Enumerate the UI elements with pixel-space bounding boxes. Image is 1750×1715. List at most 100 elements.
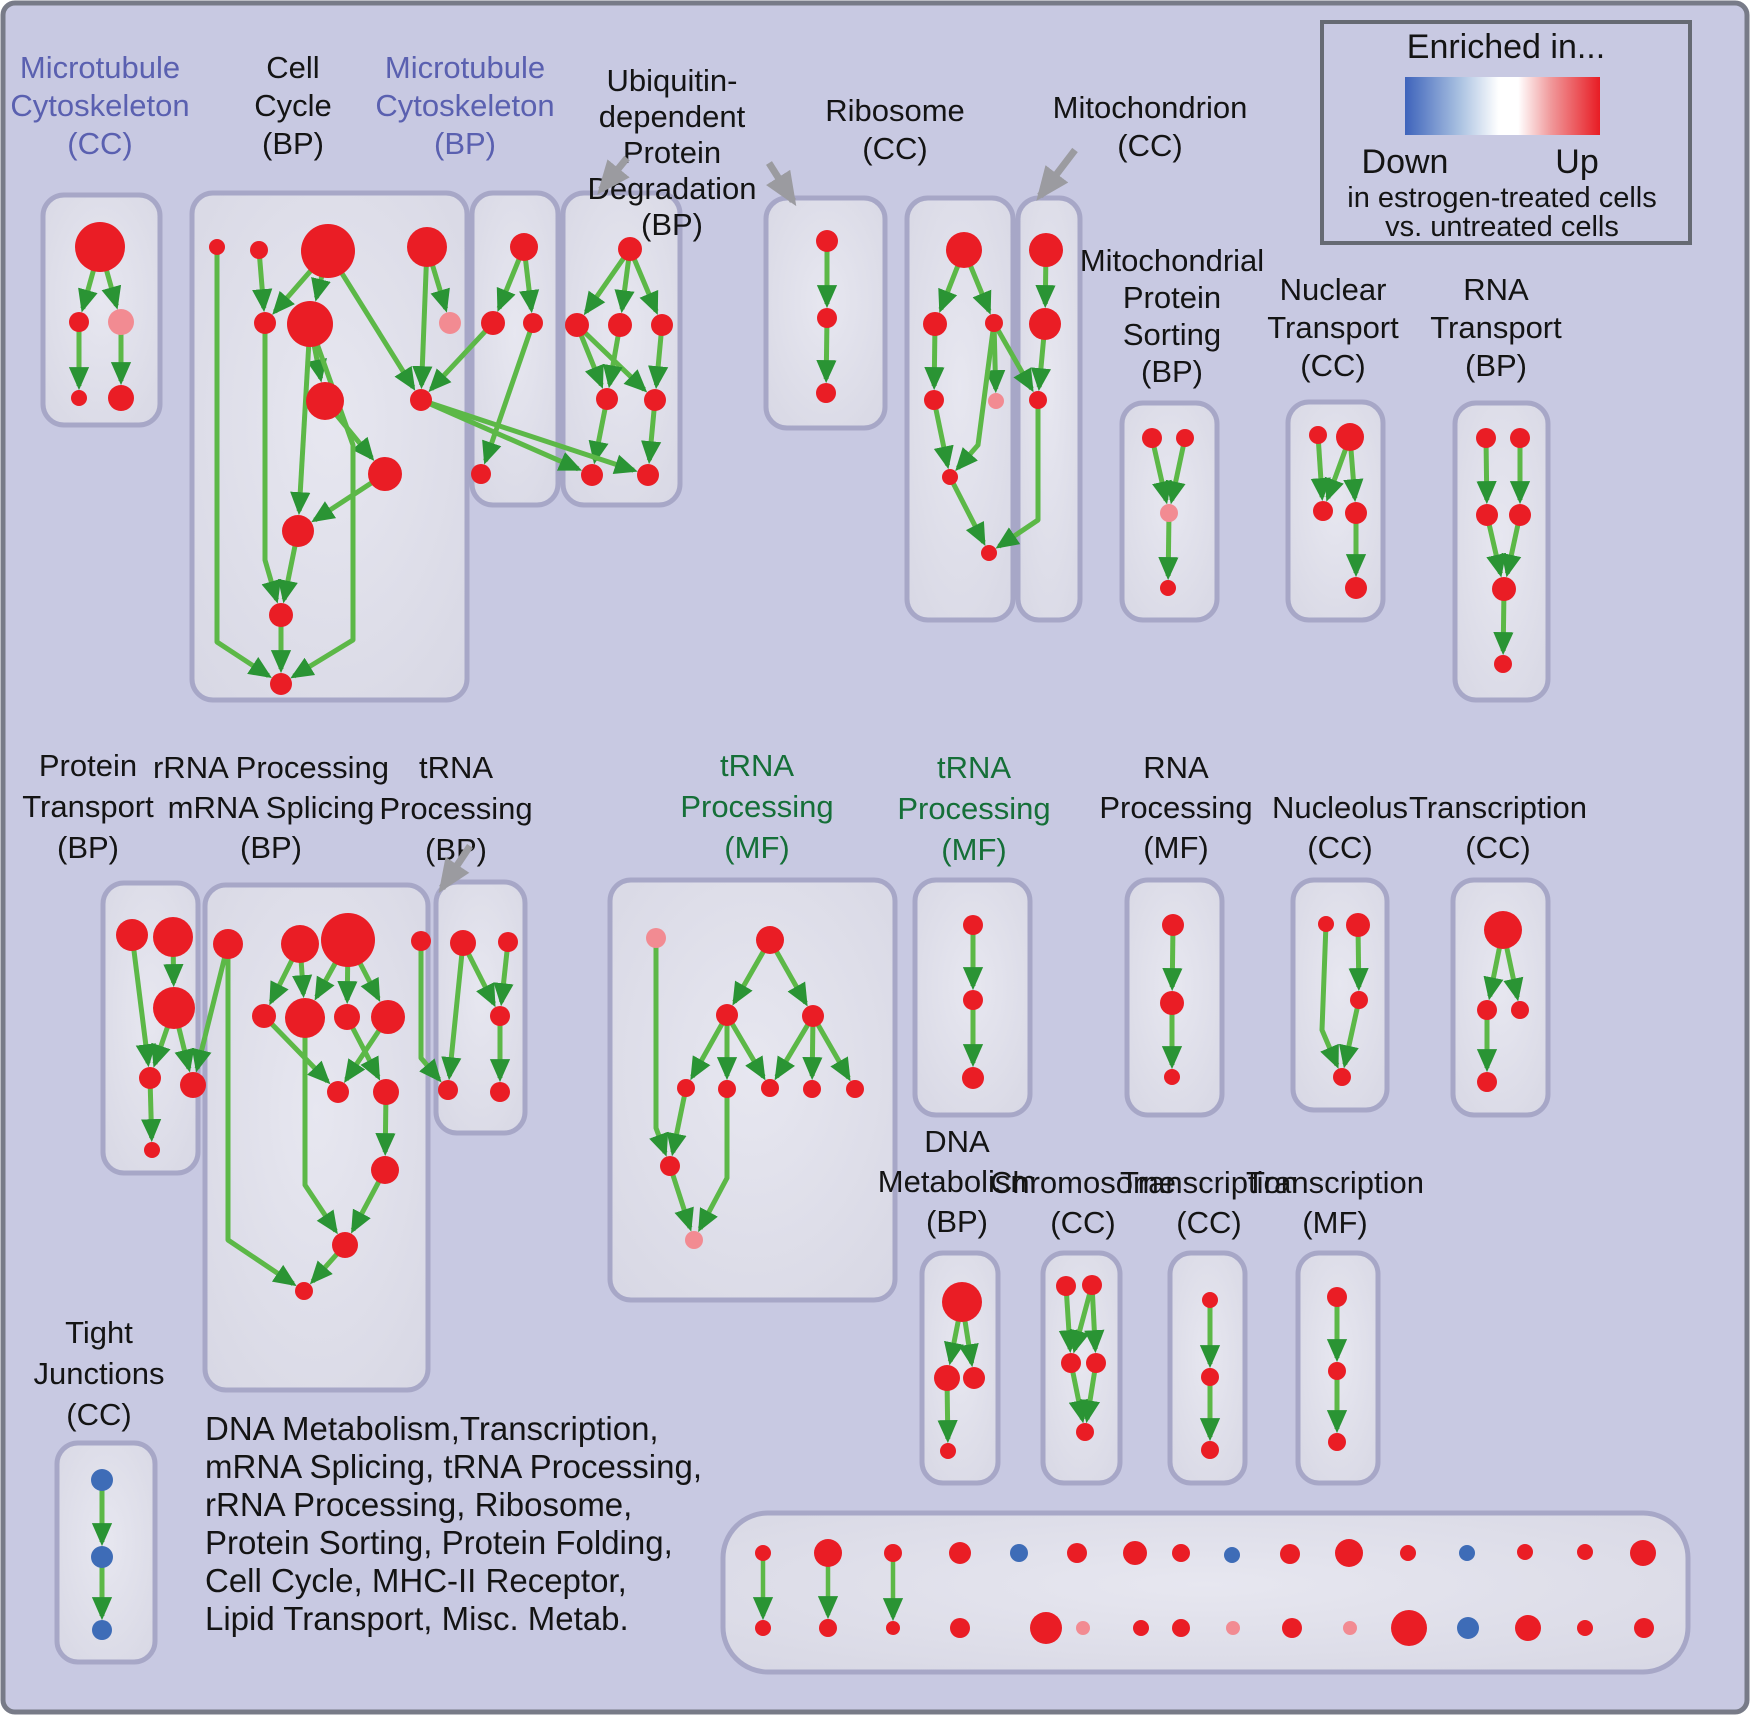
legend-box — [1320, 20, 1692, 245]
gene-node-red — [884, 1544, 902, 1562]
gene-node-red — [282, 515, 314, 547]
gene-node-red — [139, 1067, 161, 1089]
gene-node-red — [1029, 308, 1061, 340]
gene-node-red — [269, 603, 293, 627]
cluster-label: Processing — [379, 791, 532, 826]
gene-node-red — [1333, 1068, 1351, 1086]
gene-node-red — [490, 1006, 510, 1026]
mixed-clusters-description-line: Lipid Transport, Misc. Metab. — [205, 1600, 629, 1637]
cluster-label: (CC) — [1307, 830, 1372, 865]
gene-node-blue — [91, 1469, 113, 1491]
edge — [774, 1014, 816, 1081]
gene-node-red — [1328, 1362, 1346, 1380]
gene-node-red — [213, 929, 243, 959]
edge — [482, 322, 536, 465]
cluster-label: Mitochondrion — [1053, 90, 1248, 125]
gene-node-blue — [92, 1620, 112, 1640]
cluster-box-rna-transport — [1452, 400, 1551, 703]
gene-node-red — [371, 1000, 405, 1034]
gene-node-red — [1630, 1540, 1656, 1566]
edge — [428, 321, 495, 393]
gene-node-red — [660, 1156, 680, 1176]
cluster-label: Microtubule — [20, 50, 180, 85]
edge — [302, 1018, 338, 1235]
gene-node-red — [565, 313, 589, 337]
edge — [810, 1014, 851, 1082]
pointer-arrow — [766, 161, 797, 207]
edge — [1310, 434, 1331, 502]
gene-node-red — [942, 469, 958, 485]
gene-node-pink — [1343, 1621, 1357, 1635]
gene-node-red — [180, 1072, 206, 1098]
gene-node-red — [285, 998, 325, 1038]
gene-node-red — [1492, 577, 1516, 601]
gene-node-red — [1029, 233, 1063, 267]
cluster-label: (MF) — [1302, 1205, 1367, 1240]
gene-node-red — [803, 1080, 821, 1098]
gene-node-red — [334, 1004, 360, 1030]
gene-node-red — [963, 1367, 985, 1389]
edge — [1084, 1284, 1105, 1354]
gene-node-pink — [108, 309, 134, 335]
cluster-label: Ubiquitin- — [607, 63, 738, 98]
gene-node-red — [1309, 426, 1327, 444]
cluster-label: Ribosome — [825, 93, 965, 128]
cluster-label: tRNA — [937, 750, 1011, 785]
gene-node-red — [1510, 428, 1530, 448]
cluster-box-rrna-processing-mrna-splicing — [202, 882, 431, 1393]
gene-node-red — [1172, 1544, 1190, 1562]
gene-node-red — [981, 545, 997, 561]
cluster-label: (CC) — [1300, 348, 1365, 383]
gene-node-red — [1172, 1619, 1190, 1637]
edge — [995, 400, 1041, 549]
gene-node-red — [1476, 504, 1498, 526]
edge — [931, 399, 954, 470]
cluster-label: (MF) — [1143, 830, 1208, 865]
cluster-label: rRNA Processing — [153, 750, 389, 785]
edge — [1319, 923, 1340, 1069]
cluster-label: Junctions — [34, 1356, 165, 1391]
gene-node-red — [756, 926, 784, 954]
gene-node-red — [254, 312, 276, 334]
gene-node-red — [1056, 1276, 1076, 1296]
cluster-label: Processing — [897, 791, 1050, 826]
cluster-label: (CC) — [67, 126, 132, 161]
cluster-label: Protein — [1123, 280, 1221, 315]
gene-node-red — [1345, 577, 1367, 599]
cluster-label: tRNA — [720, 748, 794, 783]
gene-node-red — [1577, 1620, 1593, 1636]
cluster-box-chromosome — [1040, 1250, 1123, 1486]
gene-node-red — [1176, 429, 1194, 447]
gene-node-pink — [1076, 1621, 1090, 1635]
edge — [261, 323, 281, 604]
cluster-label: Mitochondrial — [1080, 243, 1264, 278]
gene-node-red — [1030, 1612, 1062, 1644]
gene-node-red — [1400, 1545, 1416, 1561]
gene-node-red — [608, 313, 632, 337]
gene-node-red — [1076, 1423, 1094, 1441]
gene-node-red — [287, 301, 333, 347]
cluster-label: Transport — [1430, 310, 1562, 345]
gene-node-red — [596, 388, 618, 410]
gene-node-pink — [1226, 1621, 1240, 1635]
cluster-label: (CC) — [1176, 1205, 1241, 1240]
cluster-label: Metabolism — [878, 1164, 1037, 1199]
pointer-arrow — [438, 844, 473, 894]
cluster-label: (CC) — [66, 1397, 131, 1432]
gene-node-red — [332, 1232, 358, 1258]
edge — [419, 397, 583, 472]
gene-node-red — [1477, 1072, 1497, 1092]
cluster-label: RNA — [1463, 272, 1529, 307]
gene-node-red — [116, 919, 148, 951]
gene-node-red — [1162, 914, 1184, 936]
gene-node-red — [946, 232, 982, 268]
gene-node-red — [471, 464, 491, 484]
gene-node-red — [816, 383, 836, 403]
edge — [1165, 437, 1188, 505]
edge — [690, 1013, 730, 1081]
gene-node-red — [144, 1142, 160, 1158]
gene-node-red — [1494, 655, 1512, 673]
cluster-label: (BP) — [1465, 348, 1527, 383]
edge — [955, 322, 997, 472]
edge — [1158, 512, 1179, 581]
